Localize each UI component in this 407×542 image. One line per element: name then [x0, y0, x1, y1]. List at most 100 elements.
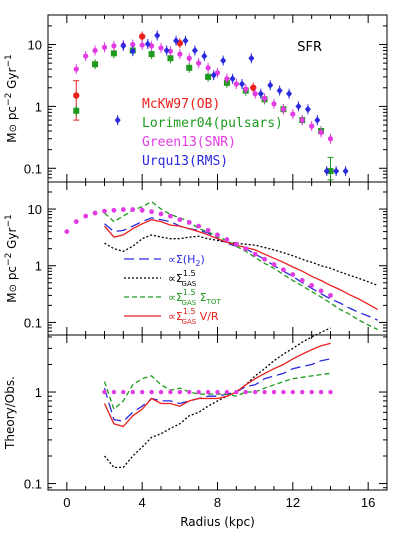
legend-entry: McKW97(OB): [142, 97, 220, 112]
x-tick-label: 8: [214, 495, 221, 510]
data-point: [276, 87, 283, 95]
y-tick-label: 10: [28, 202, 42, 217]
data-point: [186, 220, 192, 225]
data-point: [148, 51, 155, 58]
data-point: [280, 106, 287, 112]
data-point: [205, 65, 211, 71]
data-point: [205, 389, 211, 395]
data-point: [92, 47, 98, 54]
panel-top: 10 1 0.1 M⊙ pc−2 Gyr−1 SFR McKW97(OB) Lorimer0…: [4, 14, 388, 183]
data-point: [224, 389, 230, 395]
legend-entry: ∝Σ1.5 GAS ΣTOT: [168, 288, 221, 307]
data-point: [110, 50, 117, 57]
data-point: [64, 229, 70, 235]
data-point: [238, 80, 245, 88]
series-sigma_h2: [104, 217, 378, 321]
data-point: [290, 272, 296, 277]
series-Green13(SNR): [64, 207, 333, 298]
x-axis-title: Radius (kpc): [180, 515, 255, 529]
data-point: [102, 389, 107, 395]
y-axis-title: M⊙ pc−2 Gyr−1: [4, 214, 19, 303]
legend-entry: Urqu13(RMS): [142, 154, 228, 169]
data-point: [314, 116, 321, 124]
data-point: [120, 42, 127, 50]
data-point: [121, 389, 126, 395]
data-point: [309, 389, 314, 395]
series-sigma_gas_15: [104, 234, 378, 287]
data-point: [144, 40, 151, 48]
data-point: [299, 278, 305, 283]
data-point: [114, 116, 121, 124]
data-point: [154, 31, 161, 40]
data-point: [73, 92, 80, 99]
data-point: [196, 389, 201, 395]
data-point: [139, 389, 145, 395]
data-point: [210, 71, 217, 79]
data-point: [168, 213, 173, 219]
data-point: [177, 51, 183, 57]
data-point: [323, 167, 330, 175]
data-point: [299, 117, 305, 123]
y-axis-title: Theory/Obs.: [3, 376, 17, 450]
series-line: [104, 219, 378, 310]
data-point: [290, 389, 296, 395]
data-point: [215, 389, 220, 395]
data-point: [333, 167, 340, 175]
data-point: [290, 111, 296, 117]
series-line: [104, 217, 378, 321]
x-tick-label: 4: [139, 495, 146, 510]
y-tick-label: 10: [28, 38, 42, 53]
data-point: [328, 389, 333, 395]
data-point: [139, 207, 145, 213]
series-line: [103, 358, 331, 422]
data-point: [129, 47, 136, 55]
data-point: [328, 292, 333, 298]
x-tick-label: 16: [361, 495, 375, 510]
data-point: [318, 288, 324, 294]
data-point: [73, 219, 79, 225]
data-point: [233, 241, 239, 247]
legend-entry: Green13(SNR): [142, 135, 236, 150]
x-tick-label: 0: [63, 495, 70, 510]
data-point: [158, 389, 164, 395]
data-point: [186, 64, 193, 71]
series-line: [103, 342, 331, 428]
data-point: [163, 46, 170, 55]
y-axis-title: M⊙ pc−2 Gyr−1: [4, 54, 19, 143]
data-point: [182, 37, 189, 45]
data-point: [92, 61, 99, 68]
data-point: [173, 37, 180, 45]
data-point: [327, 168, 334, 175]
data-point: [281, 389, 286, 395]
data-point: [214, 70, 221, 76]
data-point: [267, 81, 274, 89]
data-point: [92, 210, 98, 216]
series-sigma_gas_15_vr: [103, 342, 331, 428]
data-point: [286, 90, 293, 98]
y-tick-label: 1: [35, 99, 42, 114]
data-point: [300, 389, 305, 395]
data-point: [201, 52, 208, 60]
data-point: [158, 211, 164, 217]
data-point: [215, 232, 220, 238]
panel-label: SFR: [297, 40, 322, 55]
legend-entry: Lorimer04(pulsars): [142, 116, 283, 131]
data-point: [205, 73, 212, 80]
data-point: [111, 43, 117, 49]
data-point: [186, 55, 192, 61]
data-point: [83, 213, 89, 219]
legend-entry: ∝Σ1.5 GAS V/R: [168, 307, 219, 326]
data-point: [233, 81, 239, 87]
data-point: [111, 207, 117, 213]
y-tick-label: 0.1: [24, 315, 42, 330]
data-point: [271, 389, 277, 395]
data-point: [130, 41, 136, 48]
data-point: [130, 389, 135, 395]
data-point: [149, 389, 154, 395]
data-point: [318, 129, 324, 135]
data-point: [177, 389, 183, 395]
data-point: [167, 55, 174, 62]
data-point: [73, 107, 80, 114]
data-point: [318, 389, 324, 395]
